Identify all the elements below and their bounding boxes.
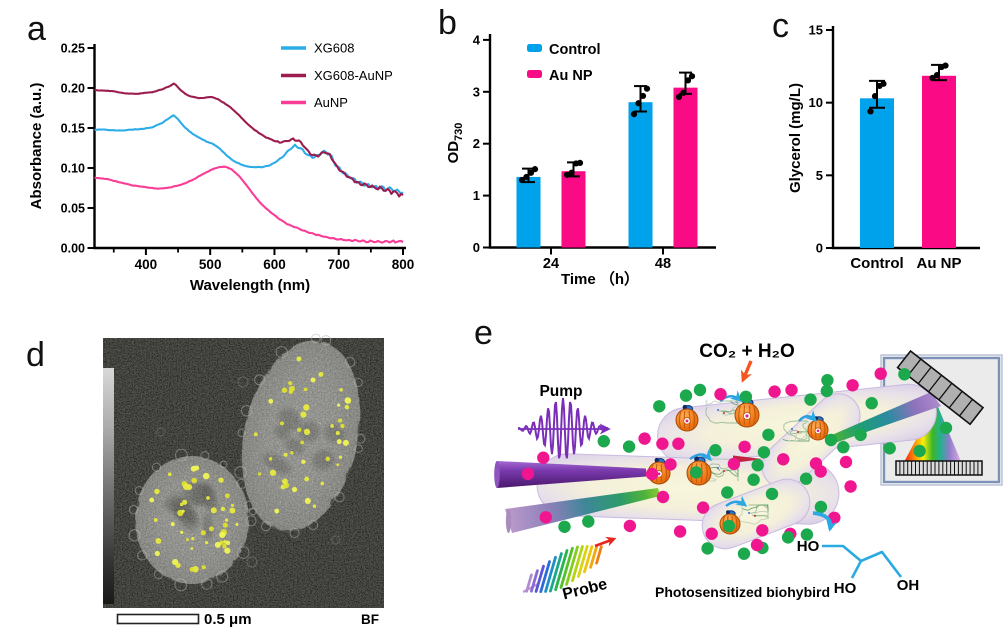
probe-pulse: Probe (522, 536, 617, 603)
panel-d-tem-image: 0.5 μm BF (103, 333, 384, 628)
svg-text:600: 600 (263, 257, 286, 272)
panel-e-scheme: Pump Probe CO₂ + H₂O HO HO OH Photosensi… (494, 341, 1003, 603)
x-axis-label-wavelength: Wavelength (nm) (190, 277, 310, 294)
svg-text:0.00: 0.00 (61, 242, 85, 256)
glycerol-ho-top-label: HO (797, 538, 820, 555)
scale-bar (116, 613, 200, 625)
bacterium-rod (761, 393, 861, 489)
pump-beam (497, 461, 646, 488)
pump-beam-end-cap (494, 461, 500, 488)
x-axis-label-time: Time （h） (561, 270, 639, 288)
legend-label-control: Control (549, 42, 601, 58)
probe-beam-end-cap (505, 509, 512, 533)
svg-text:0.15: 0.15 (61, 122, 85, 136)
svg-text:0: 0 (816, 241, 823, 256)
svg-text:4: 4 (473, 32, 481, 47)
photosensitizer-dots (521, 367, 953, 560)
electron-transfer-arrow (689, 449, 712, 462)
bright-field-label: BF (361, 612, 379, 627)
spectra-axes: 0.00 0.05 0.10 0.15 0.20 0.25 400 500 600 700 800 (61, 42, 415, 273)
svg-text:400: 400 (135, 257, 158, 272)
reactants-arrow (740, 360, 753, 383)
detector-array (895, 460, 983, 476)
pump-wave-packet (517, 397, 609, 459)
legend-swatch-aunp (527, 70, 542, 78)
y-axis-label-absorbance: Absorbance (a.u.) (28, 83, 45, 210)
svg-text:2: 2 (473, 136, 480, 151)
scale-bar-label: 0.5 μm (204, 611, 252, 628)
y-axis-label-od730: OD730 (445, 123, 465, 164)
legend-swatch-control (527, 44, 542, 52)
svg-text:0: 0 (473, 240, 480, 255)
panel-b-od730-chart: 0 1 2 3 4 24 48 Control Au NP Time （h） OD730 (445, 32, 716, 288)
spectra-legend: XG608 XG608-AuNP AuNP (281, 41, 393, 110)
y-axis-label-glycerol: Glycerol (mg/L) (787, 83, 804, 193)
tem-noise-overlay (103, 338, 384, 608)
svg-text:Au NP: Au NP (917, 255, 962, 272)
probe-wave-packet (525, 545, 603, 593)
reactants: CO₂ + H₂O (699, 341, 795, 383)
svg-text:5: 5 (816, 168, 823, 183)
electron-transfer-arrow (798, 410, 817, 422)
svg-text:48: 48 (655, 256, 671, 272)
svg-text:15: 15 (809, 23, 823, 38)
svg-text:0.20: 0.20 (61, 82, 85, 96)
svg-text:10: 10 (809, 95, 823, 110)
panel-label-a: a (27, 10, 46, 48)
panel-label-c: c (772, 7, 789, 45)
product-arrow (812, 511, 838, 532)
nanoparticle-carrier (734, 398, 760, 428)
legend-label-aunp: AuNP (314, 95, 348, 110)
panel-label-d: d (26, 336, 45, 374)
scheme-caption: Photosensitized biohybird (655, 584, 830, 600)
svg-text:800: 800 (392, 257, 415, 272)
reactants-label: CO₂ + H₂O (699, 341, 795, 362)
glycerol-product: HO HO OH (797, 511, 920, 597)
legend-label-xg608: XG608 (314, 41, 354, 56)
gold-nanoparticle-dots (149, 356, 352, 573)
pump-pulse: Pump (517, 383, 611, 459)
spectra-curves (94, 82, 404, 244)
glycerol-skeletal-structure (822, 544, 903, 579)
pump-label: Pump (539, 383, 582, 400)
svg-text:24: 24 (543, 256, 559, 272)
glycerol-oh-right-label: OH (897, 577, 920, 594)
svg-text:Control: Control (850, 255, 903, 272)
svg-text:700: 700 (327, 257, 350, 272)
panel-c-glycerol-chart: 0 5 10 15 Control Au NP Glycerol (mg/L) (787, 23, 980, 272)
svg-text:500: 500 (199, 257, 222, 272)
nanoparticle-carrier (807, 416, 829, 441)
od730-legend: Control Au NP (527, 42, 601, 84)
red-emission-sliver (733, 455, 763, 463)
glycerol-bars (860, 62, 956, 249)
glycerol-ho-bottom-label: HO (834, 580, 857, 597)
signal-beam-to-spectrometer (825, 392, 941, 445)
legend-label-aunp: Au NP (549, 68, 593, 84)
legend-label-xg608-aunp: XG608-AuNP (314, 68, 393, 83)
electron-transfer-arrow (725, 495, 748, 507)
panel-label-e: e (474, 314, 493, 352)
od730-bars (516, 71, 698, 248)
svg-text:0.25: 0.25 (61, 42, 85, 56)
svg-text:0.05: 0.05 (61, 202, 85, 216)
svg-text:3: 3 (473, 84, 480, 99)
panel-label-b: b (438, 4, 457, 42)
tem-gradient-strip (103, 368, 114, 604)
probe-pulse-arrow (594, 536, 617, 548)
nanoparticle-carrier (675, 404, 699, 432)
svg-text:1: 1 (473, 188, 480, 203)
svg-text:0.10: 0.10 (61, 162, 85, 176)
